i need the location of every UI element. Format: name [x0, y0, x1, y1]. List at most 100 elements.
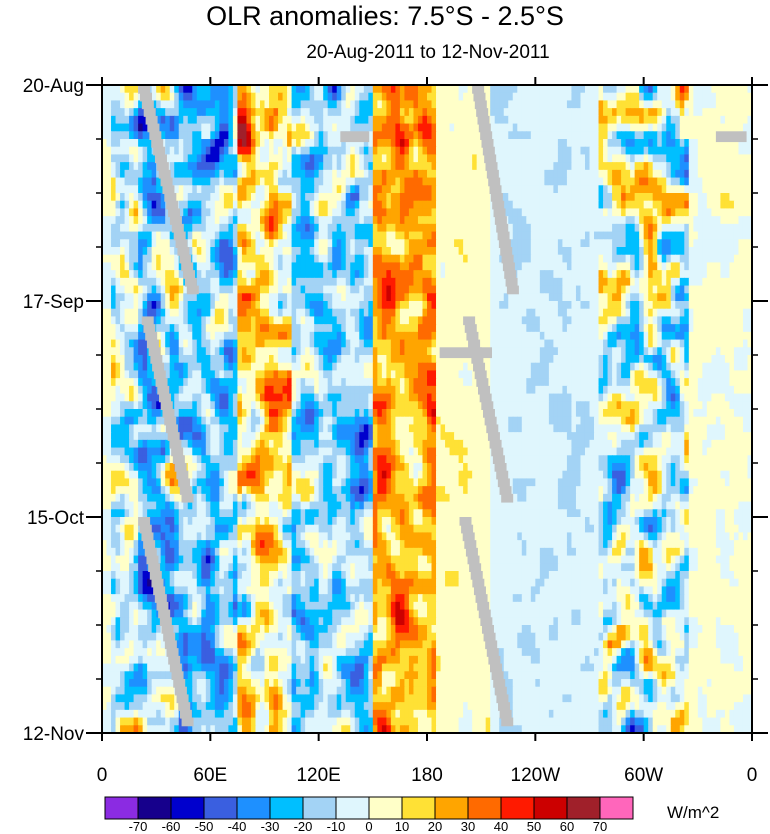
- field-cell: [427, 332, 432, 340]
- field-cell: [680, 108, 685, 116]
- field-cell: [377, 247, 382, 255]
- field-cell: [391, 85, 396, 93]
- field-cell: [540, 232, 545, 240]
- field-cell: [427, 262, 432, 270]
- field-cell: [477, 270, 482, 278]
- field-cell: [477, 154, 482, 162]
- field-cell: [147, 262, 152, 270]
- field-cell: [702, 340, 707, 348]
- field-cell: [626, 270, 631, 278]
- field-cell: [174, 301, 179, 309]
- field-cell: [332, 232, 337, 240]
- field-cell: [201, 347, 206, 355]
- field-cell: [526, 262, 531, 270]
- field-cell: [179, 340, 184, 348]
- field-cell: [662, 170, 667, 178]
- field-cell: [553, 293, 558, 301]
- field-cell: [684, 193, 689, 201]
- field-cell: [373, 185, 378, 193]
- field-cell: [422, 108, 427, 116]
- field-cell: [228, 332, 233, 340]
- field-cell: [738, 85, 743, 93]
- field-cell: [165, 293, 170, 301]
- field-cell: [441, 316, 446, 324]
- field-cell: [594, 216, 599, 224]
- field-cell: [450, 316, 455, 324]
- field-cell: [495, 262, 500, 270]
- field-cell: [215, 286, 220, 294]
- field-cell: [355, 216, 360, 224]
- field-cell: [134, 216, 139, 224]
- field-cell: [459, 108, 464, 116]
- field-cell: [499, 162, 504, 170]
- field-cell: [472, 116, 477, 124]
- field-cell: [188, 224, 193, 232]
- field-cell: [246, 293, 251, 301]
- field-cell: [251, 286, 256, 294]
- field-cell: [246, 239, 251, 247]
- field-cell: [301, 147, 306, 155]
- field-cell: [517, 239, 522, 247]
- field-cell: [341, 340, 346, 348]
- field-cell: [328, 340, 333, 348]
- field-cell: [337, 154, 342, 162]
- field-cell: [418, 332, 423, 340]
- field-cell: [639, 131, 644, 139]
- field-cell: [269, 278, 274, 286]
- field-cell: [129, 309, 134, 317]
- field-cell: [648, 270, 653, 278]
- field-cell: [477, 139, 482, 147]
- field-cell: [152, 224, 157, 232]
- field-cell: [513, 232, 518, 240]
- field-cell: [445, 239, 450, 247]
- field-cell: [341, 224, 346, 232]
- field-cell: [436, 124, 441, 132]
- field-cell: [549, 316, 554, 324]
- field-cell: [305, 170, 310, 178]
- field-cell: [535, 286, 540, 294]
- field-cell: [558, 116, 563, 124]
- field-cell: [427, 116, 432, 124]
- field-cell: [138, 147, 143, 155]
- field-cell: [590, 193, 595, 201]
- field-cell: [287, 178, 292, 186]
- field-cell: [567, 255, 572, 263]
- field-cell: [698, 324, 703, 332]
- field-cell: [129, 224, 134, 232]
- field-cell: [427, 208, 432, 216]
- field-cell: [621, 154, 626, 162]
- field-cell: [359, 178, 364, 186]
- field-cell: [373, 108, 378, 116]
- field-cell: [386, 232, 391, 240]
- field-cell: [639, 293, 644, 301]
- field-cell: [197, 162, 202, 170]
- field-cell: [305, 332, 310, 340]
- field-cell: [382, 278, 387, 286]
- field-cell: [450, 162, 455, 170]
- field-cell: [242, 332, 247, 340]
- field-cell: [693, 139, 698, 147]
- field-cell: [517, 324, 522, 332]
- field-cell: [233, 293, 238, 301]
- field-cell: [337, 301, 342, 309]
- field-cell: [332, 147, 337, 155]
- field-cell: [689, 116, 694, 124]
- field-cell: [432, 162, 437, 170]
- field-cell: [224, 131, 229, 139]
- field-cell: [111, 85, 116, 93]
- field-cell: [693, 340, 698, 348]
- field-cell: [404, 316, 409, 324]
- field-cell: [454, 262, 459, 270]
- field-cell: [463, 301, 468, 309]
- field-cell: [337, 178, 342, 186]
- field-cell: [662, 201, 667, 209]
- field-cell: [513, 224, 518, 232]
- field-cell: [504, 131, 509, 139]
- field-cell: [657, 131, 662, 139]
- field-cell: [725, 216, 730, 224]
- field-cell: [662, 309, 667, 317]
- field-cell: [395, 208, 400, 216]
- field-cell: [576, 293, 581, 301]
- field-cell: [711, 262, 716, 270]
- field-cell: [711, 154, 716, 162]
